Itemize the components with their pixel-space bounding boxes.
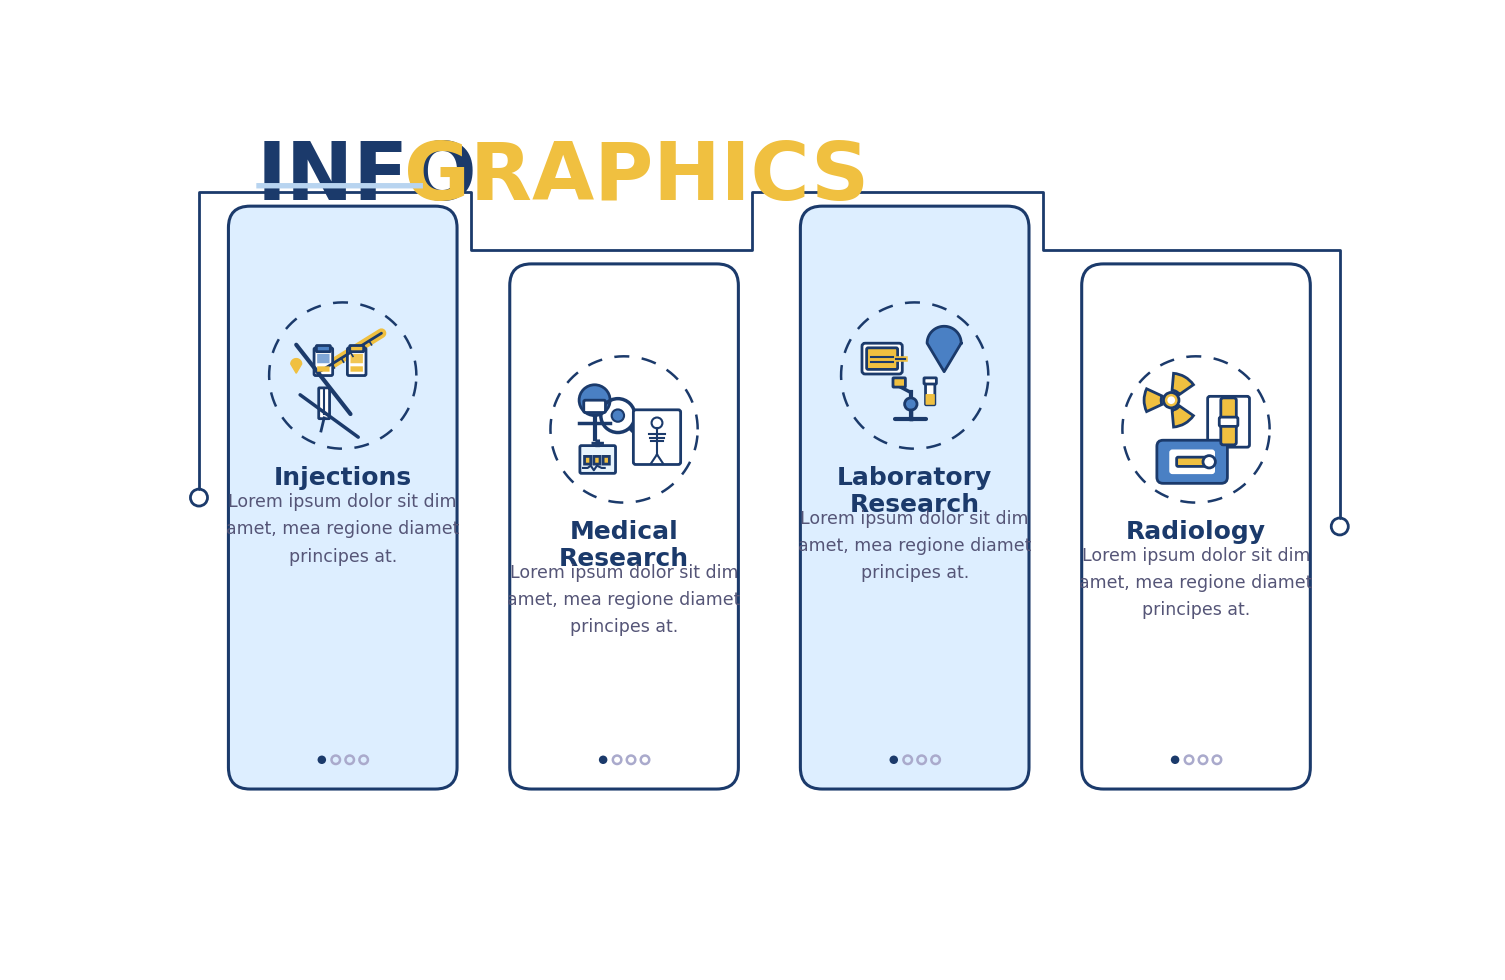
Text: Injections: Injections [274, 466, 412, 490]
FancyBboxPatch shape [510, 264, 739, 789]
Text: Radiology: Radiology [1126, 519, 1266, 544]
Text: Lorem ipsum dolor sit dim
amet, mea regione diamet
principes at.: Lorem ipsum dolor sit dim amet, mea regi… [1079, 547, 1312, 619]
Circle shape [905, 398, 917, 411]
Wedge shape [1172, 373, 1193, 394]
Circle shape [600, 399, 635, 432]
FancyBboxPatch shape [1177, 457, 1207, 466]
Circle shape [318, 756, 327, 764]
FancyBboxPatch shape [256, 183, 423, 188]
FancyBboxPatch shape [1219, 417, 1237, 426]
FancyBboxPatch shape [315, 348, 333, 375]
FancyBboxPatch shape [1169, 450, 1215, 474]
FancyBboxPatch shape [596, 439, 600, 447]
FancyBboxPatch shape [318, 367, 330, 371]
Circle shape [599, 756, 608, 764]
FancyBboxPatch shape [1221, 425, 1236, 445]
FancyBboxPatch shape [867, 348, 897, 369]
Circle shape [1168, 396, 1175, 404]
FancyBboxPatch shape [594, 457, 600, 465]
FancyBboxPatch shape [1157, 440, 1228, 483]
Text: INFO: INFO [256, 139, 477, 218]
FancyBboxPatch shape [319, 388, 330, 418]
FancyBboxPatch shape [591, 442, 604, 445]
FancyBboxPatch shape [229, 206, 458, 789]
FancyBboxPatch shape [1082, 264, 1311, 789]
FancyBboxPatch shape [801, 206, 1029, 789]
Circle shape [1171, 756, 1180, 764]
Text: GRAPHICS: GRAPHICS [403, 139, 868, 218]
FancyBboxPatch shape [316, 346, 330, 352]
FancyBboxPatch shape [351, 354, 363, 364]
FancyBboxPatch shape [349, 346, 364, 352]
Text: Medical
Research: Medical Research [558, 519, 689, 571]
FancyBboxPatch shape [604, 457, 610, 465]
FancyBboxPatch shape [862, 343, 903, 374]
Circle shape [889, 756, 898, 764]
Text: Lorem ipsum dolor sit dim
amet, mea regione diamet
principes at.: Lorem ipsum dolor sit dim amet, mea regi… [798, 511, 1031, 582]
FancyBboxPatch shape [1207, 396, 1249, 447]
FancyBboxPatch shape [1221, 398, 1236, 421]
Text: Laboratory
Research: Laboratory Research [837, 466, 992, 517]
Circle shape [1163, 392, 1178, 408]
Wedge shape [1144, 389, 1162, 412]
FancyBboxPatch shape [351, 367, 363, 371]
FancyBboxPatch shape [634, 410, 680, 465]
Circle shape [611, 410, 625, 421]
FancyBboxPatch shape [926, 381, 935, 405]
Circle shape [1202, 456, 1216, 467]
FancyBboxPatch shape [924, 378, 936, 384]
Wedge shape [1172, 406, 1193, 427]
FancyBboxPatch shape [926, 394, 935, 405]
Text: Lorem ipsum dolor sit dim
amet, mea regione diamet
principes at.: Lorem ipsum dolor sit dim amet, mea regi… [507, 564, 740, 636]
Text: Lorem ipsum dolor sit dim
amet, mea regione diamet
principes at.: Lorem ipsum dolor sit dim amet, mea regi… [226, 493, 459, 565]
FancyBboxPatch shape [348, 348, 366, 375]
FancyBboxPatch shape [892, 378, 906, 387]
FancyBboxPatch shape [318, 354, 330, 364]
FancyBboxPatch shape [584, 457, 591, 465]
FancyBboxPatch shape [579, 446, 616, 473]
Polygon shape [290, 359, 301, 373]
Circle shape [579, 385, 610, 416]
FancyBboxPatch shape [584, 400, 605, 413]
Polygon shape [927, 326, 962, 371]
